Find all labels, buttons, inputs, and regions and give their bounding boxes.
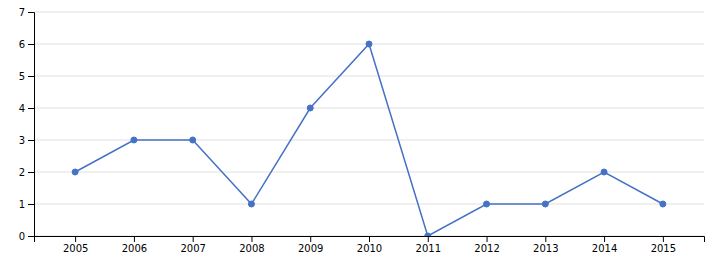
tick: 2013 [533,236,558,254]
tick: 2 [19,167,34,178]
tick-label: 2 [19,167,25,178]
tick: 7 [19,7,34,18]
grid [34,12,704,236]
point [660,201,666,207]
tick-mark [193,236,194,242]
tick: 6 [19,39,34,50]
tick: 2014 [592,236,617,254]
tick-mark [28,44,34,45]
tick-label: 2008 [239,243,264,254]
tick-mark [604,236,605,242]
tick: 2010 [357,236,382,254]
tick-label: 5 [19,71,25,82]
tick: 0 [19,231,34,242]
tick-label: 2005 [63,243,88,254]
tick: 4 [19,103,34,114]
tick-label: 7 [19,7,25,18]
line [75,44,663,236]
tick-label: 2015 [651,243,676,254]
point [601,169,607,175]
y-axis: 0 1 2 3 4 5 6 7 [19,7,35,242]
grid-line [34,204,704,205]
tick-label: 2010 [357,243,382,254]
tick-mark [428,236,429,242]
point [72,169,78,175]
tick-label: 2013 [533,243,558,254]
tick-mark [663,236,664,242]
tick-mark [28,204,34,205]
tick: 3 [19,135,34,146]
chart: 2005200620072008200920102011201220132014… [0,0,720,262]
tick-label: 2007 [180,243,205,254]
tick-mark [251,236,252,242]
grid-line [34,76,704,77]
point [307,105,313,111]
point [190,137,196,143]
plot: 2005200620072008200920102011201220132014… [19,7,705,254]
series [72,41,666,236]
tick-mark [28,172,34,173]
tick-mark [369,236,370,242]
tick-label: 2014 [592,243,617,254]
tick-mark [487,236,488,242]
axis-line [28,13,35,237]
point [248,201,254,207]
tick-mark [28,236,34,237]
tick-mark [28,12,34,13]
tick-mark [75,236,76,242]
tick-label: 2009 [298,243,323,254]
tick-mark [545,236,546,242]
tick-label: 1 [19,199,25,210]
tick-label: 4 [19,103,25,114]
grid-line [34,108,704,109]
tick-mark [28,76,34,77]
tick: 5 [19,71,34,82]
tick: 2012 [474,236,499,254]
point [542,201,548,207]
tick-mark [28,108,34,109]
point [366,41,372,47]
tick: 2007 [180,236,205,254]
tick: 2006 [122,236,147,254]
tick-label: 2012 [474,243,499,254]
tick: 2011 [416,236,441,254]
point [484,201,490,207]
tick: 1 [19,199,34,210]
tick-mark [28,140,34,141]
tick-label: 2011 [416,243,441,254]
x-axis: 2005 2006 2007 2008 2009 2010 2011 2012 2013 2014… [35,236,705,254]
tick-label: 0 [19,231,25,242]
tick-label: 2006 [122,243,147,254]
tick: 2015 [651,236,676,254]
tick: 2008 [239,236,264,254]
tick-label: 6 [19,39,25,50]
tick-mark [310,236,311,242]
axis-line [35,237,705,243]
tick-mark [134,236,135,242]
grid-line [34,12,704,13]
tick: 2009 [298,236,323,254]
tick-label: 3 [19,135,25,146]
tick: 2005 [63,236,88,254]
point [425,233,431,236]
point [131,137,137,143]
